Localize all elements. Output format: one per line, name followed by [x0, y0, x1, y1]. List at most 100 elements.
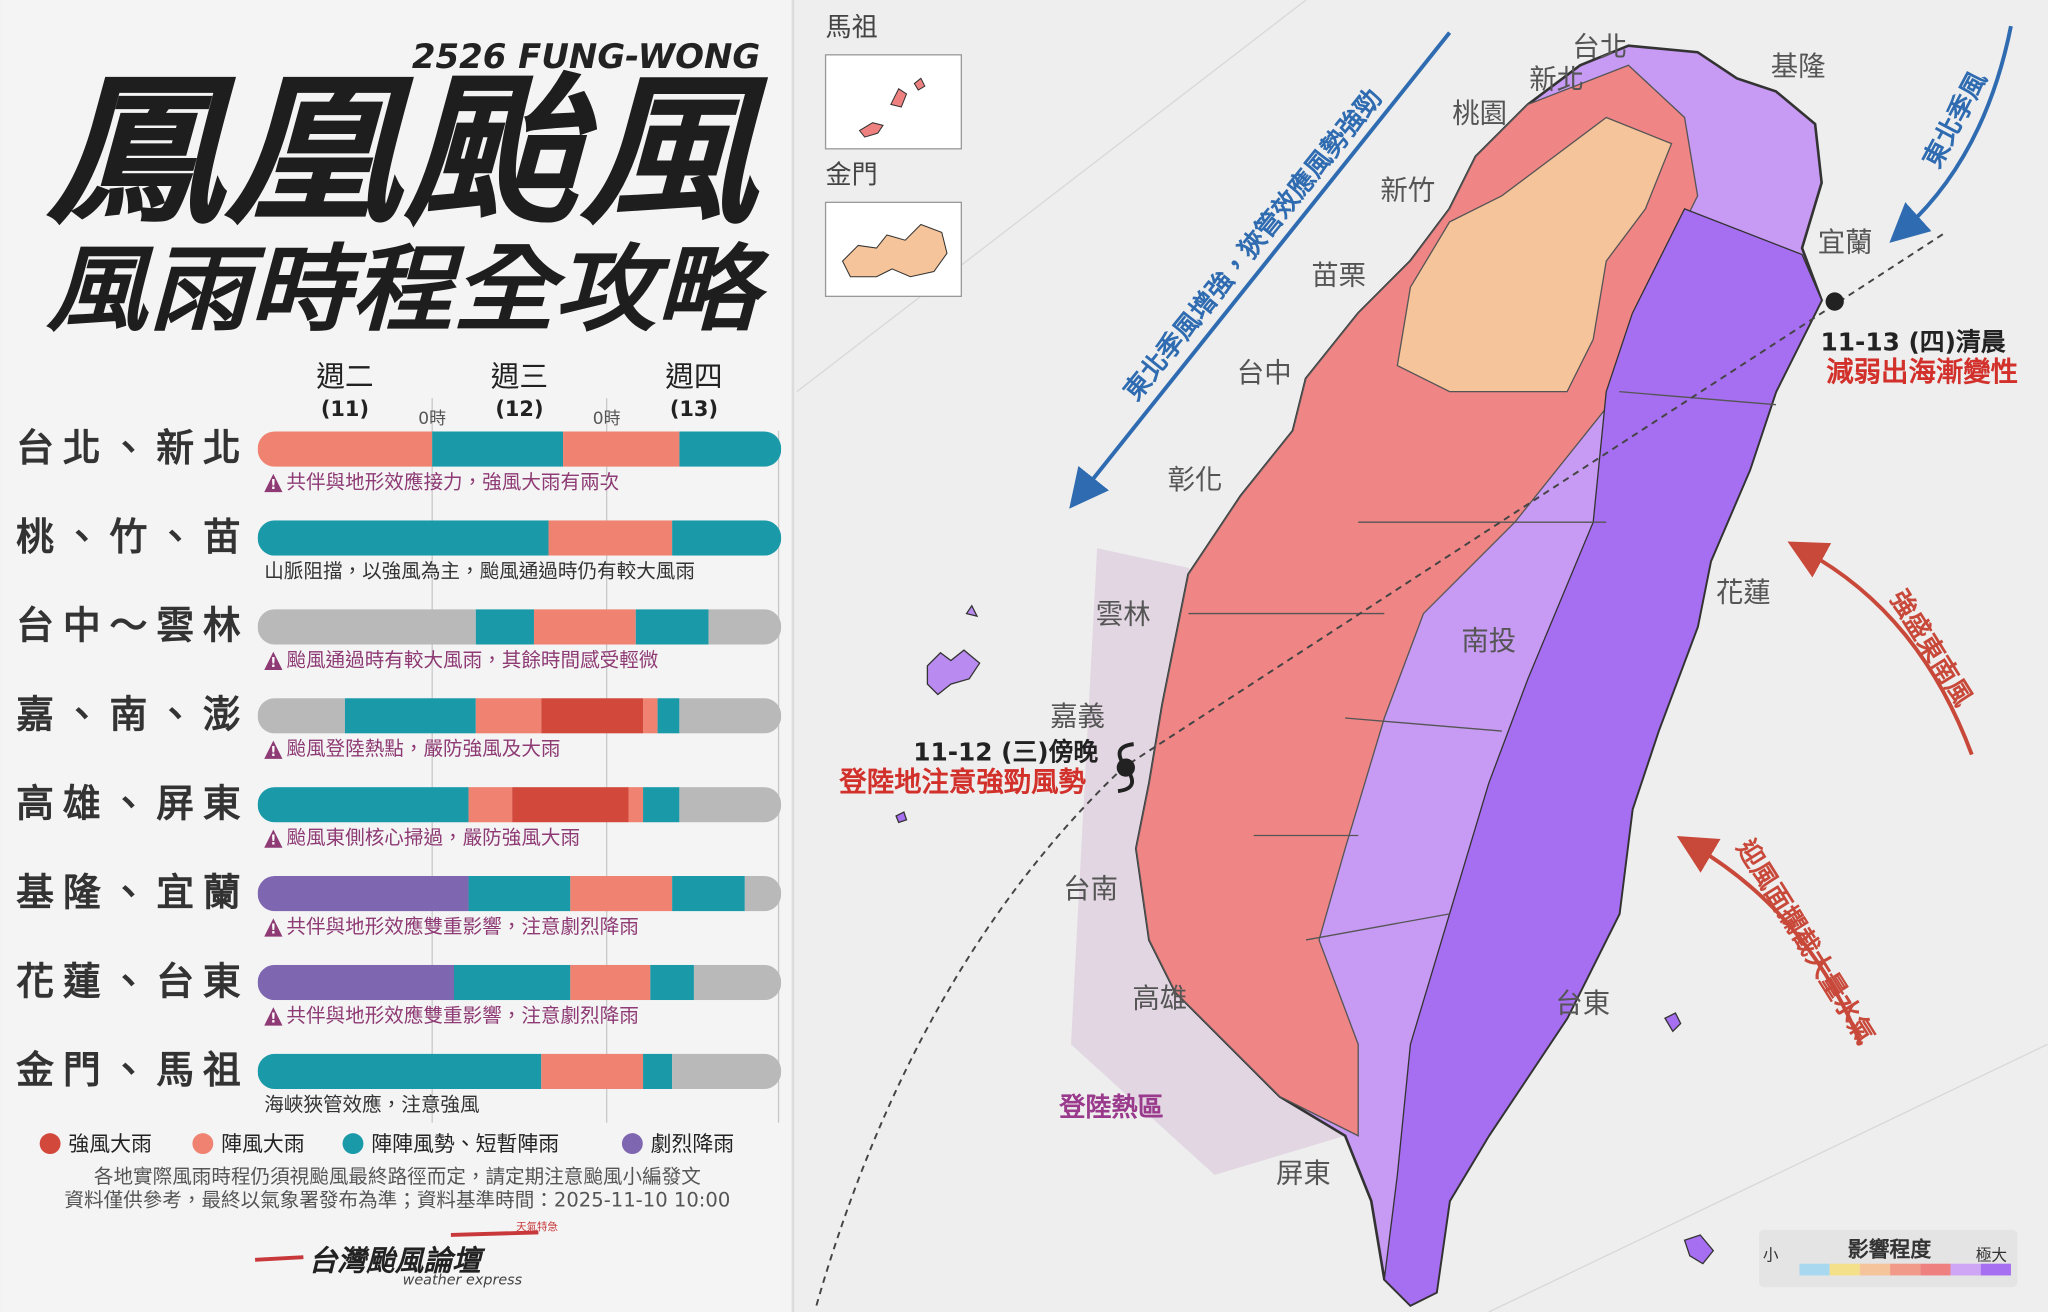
warning-icon [264, 473, 283, 493]
segment [679, 698, 782, 734]
row-bar [257, 787, 782, 823]
segment [657, 698, 680, 734]
monsoon-arrow-short [1889, 25, 2013, 243]
segment [635, 609, 709, 645]
county-label: 屏東 [1276, 1158, 1331, 1189]
brand-badge: 天氣特急 [516, 1220, 558, 1233]
region-label: 桃、竹、苗 [16, 515, 241, 559]
left-panel [0, 0, 793, 1312]
footnote: 各地實際風雨時程仍須視颱風最終路徑而定，請定期注意颱風小編發文 [94, 1165, 701, 1188]
segment [744, 875, 782, 912]
impact-ramp [1799, 1263, 2011, 1276]
row-bar [257, 875, 782, 912]
legend-dot [621, 1133, 643, 1155]
segment [708, 609, 782, 645]
impact-swatch [1890, 1263, 1921, 1276]
subtitle: 風雨時程全攻略 [45, 236, 769, 345]
bg-line [1488, 1043, 2048, 1312]
day-date: (12) [495, 397, 543, 421]
county-label: 新竹 [1380, 175, 1435, 206]
segment [257, 698, 345, 734]
row-bar [257, 1053, 782, 1090]
brand-tagline: weather express [403, 1273, 523, 1289]
county-label: 基隆 [1771, 51, 1826, 82]
county-label: 台南 [1063, 874, 1118, 905]
monsoon-arrow [1069, 31, 1452, 509]
impact-swatch [1980, 1263, 2011, 1276]
segment [257, 787, 469, 823]
segment [512, 787, 629, 823]
segment [257, 520, 549, 556]
region-label: 基隆、宜蘭 [16, 870, 241, 914]
county-label: 台北 [1572, 32, 1627, 63]
segment [257, 1053, 542, 1090]
warning-icon [264, 918, 283, 937]
county-label: 新北 [1529, 64, 1584, 95]
row-bar [257, 964, 782, 1001]
segment [672, 1053, 782, 1090]
zone-label: 登陸熱區 [1058, 1092, 1163, 1123]
segment [672, 520, 782, 556]
region-label: 花蓮、台東 [16, 959, 241, 1003]
segment [257, 964, 454, 1001]
region-label: 金門、馬祖 [15, 1048, 241, 1092]
x-tick-label: 0時 [418, 409, 446, 429]
brand-stroke [450, 1230, 539, 1237]
impact-swatch [1799, 1263, 1830, 1276]
annotation-text: 登陸地注意強勁風勢 [838, 766, 1086, 798]
islets [895, 811, 1715, 1265]
segment [650, 964, 694, 1001]
region-label: 台北、新北 [16, 426, 241, 470]
brand-stroke [254, 1255, 304, 1262]
row-note: 共伴與地形效應雙重影響，注意劇烈降雨 [286, 1004, 638, 1027]
annotation-time: 11-12 (三)傍晚 [913, 737, 1098, 766]
segment [679, 787, 782, 823]
segment [672, 875, 745, 912]
impact-legend-title: 影響程度 [1848, 1238, 1932, 1262]
segment [257, 609, 476, 645]
main-title: 鳳凰颱風 [45, 58, 768, 247]
impact-legend-high: 極大 [1976, 1245, 2007, 1264]
penghu [926, 604, 981, 696]
county-label: 花蓮 [1716, 577, 1771, 608]
exit-point [1825, 292, 1844, 311]
brand: 天氣特急 台灣颱風論壇 weather express [254, 1220, 558, 1289]
segment [693, 964, 782, 1001]
segment [533, 609, 636, 645]
impact-legend-low: 小 [1763, 1245, 1779, 1264]
impact-swatch [1859, 1263, 1891, 1276]
segment [541, 698, 644, 734]
segment [643, 1053, 673, 1090]
warning-mark: ! [270, 1012, 276, 1027]
annotation-text: 減弱出海漸變性 [1826, 356, 2018, 388]
day-date: (11) [321, 397, 369, 421]
x-tick-label: 0時 [593, 409, 621, 429]
segment [643, 787, 680, 823]
county-label: 南投 [1461, 626, 1516, 657]
footnote: 資料僅供參考，最終以氣象署發布為準；資料基準時間：2025-11-10 10:0… [64, 1189, 730, 1212]
segment [257, 431, 433, 467]
legend-dot [192, 1133, 214, 1155]
annotation-time: 11-13 (四)清晨 [1821, 327, 2006, 356]
row-note: 山脈阻擋，以強風為主，颱風通過時仍有較大風雨 [264, 559, 695, 582]
inset-label: 馬祖 [826, 13, 878, 43]
moisture-arrow [1676, 835, 1863, 1046]
row-note: 共伴與地形效應雙重影響，注意劇烈降雨 [286, 915, 638, 938]
segment [548, 520, 673, 556]
region-label: 台中～雲林 [16, 604, 241, 648]
warning-icon [264, 651, 283, 670]
region-label: 嘉、南、澎 [16, 693, 241, 737]
segment [570, 964, 651, 1001]
typhoon-symbol [1116, 742, 1135, 794]
row-bar [257, 431, 782, 467]
warning-mark: ! [270, 478, 276, 493]
row-bar [257, 698, 782, 734]
day-name: 週三 [491, 360, 548, 394]
bg-line [796, 0, 1307, 393]
county-borders [1188, 390, 1777, 941]
region-label: 高雄、屏東 [16, 781, 241, 825]
